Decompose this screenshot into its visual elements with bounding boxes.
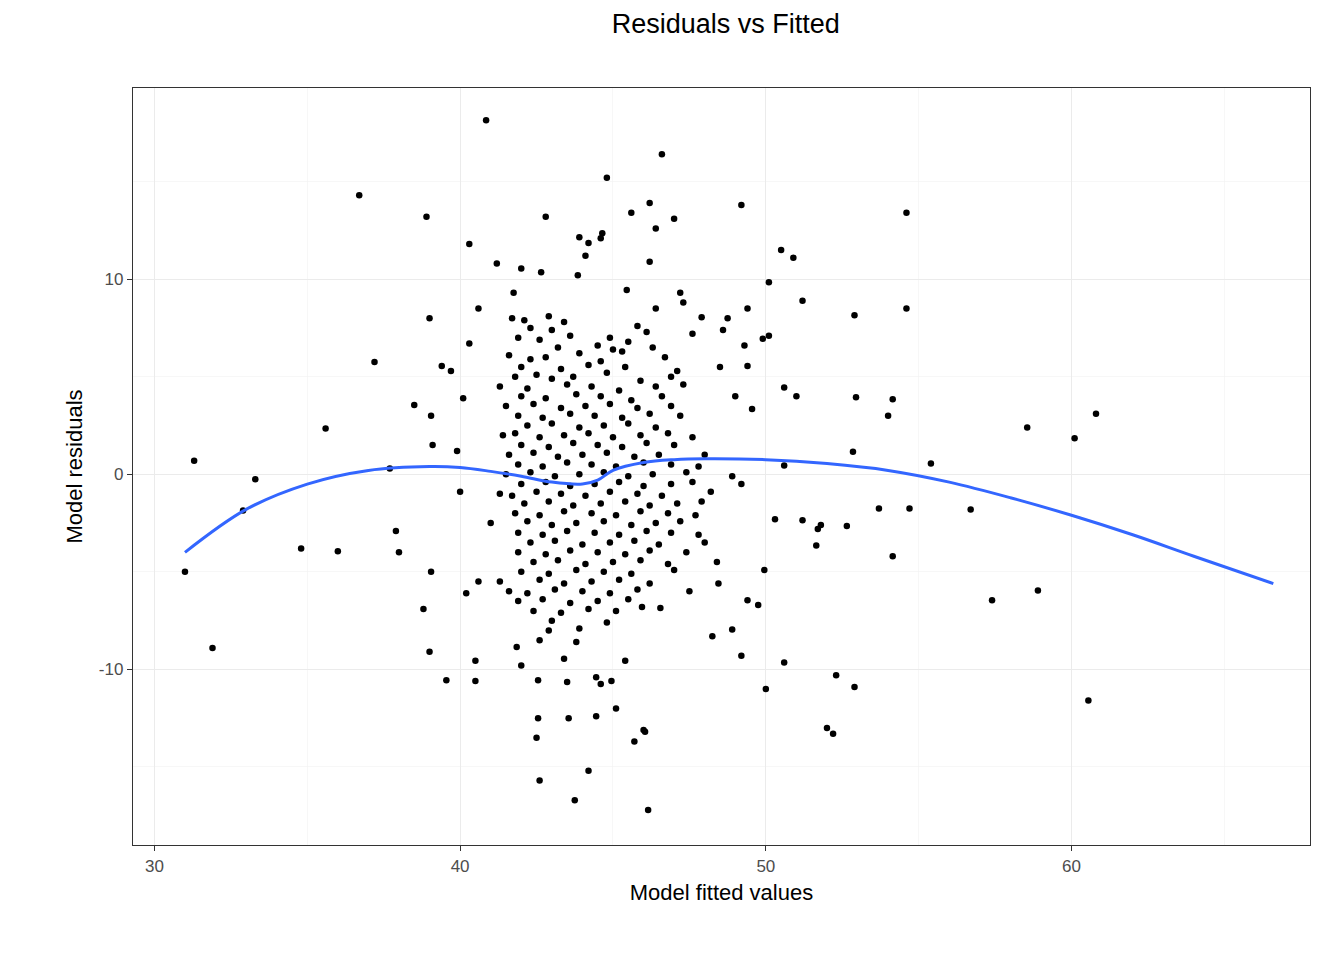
svg-text:0: 0 [114, 465, 123, 484]
svg-text:60: 60 [1062, 857, 1081, 876]
svg-text:-10: -10 [99, 660, 124, 679]
svg-text:30: 30 [145, 857, 164, 876]
svg-text:40: 40 [451, 857, 470, 876]
svg-text:Residuals vs Fitted: Residuals vs Fitted [612, 9, 840, 39]
svg-text:50: 50 [756, 857, 775, 876]
svg-text:Model fitted values: Model fitted values [630, 880, 813, 905]
svg-text:Model residuals: Model residuals [62, 389, 87, 543]
svg-text:10: 10 [104, 270, 123, 289]
